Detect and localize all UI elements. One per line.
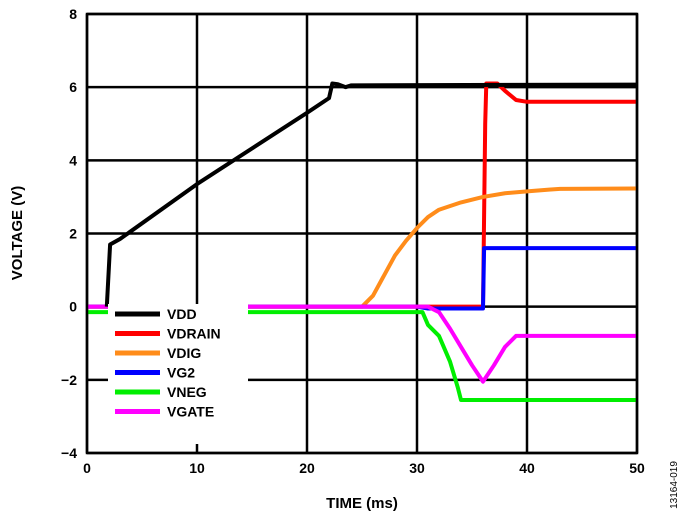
- x-tick-label: 40: [519, 460, 535, 476]
- series-line-vg2: [87, 246, 637, 311]
- series-line-vneg: [87, 310, 637, 402]
- plot-frame: [85, 12, 639, 455]
- y-tick-label: −4: [61, 445, 77, 461]
- legend-label-vdrain: VDRAIN: [167, 326, 221, 342]
- x-tick-label: 10: [189, 460, 205, 476]
- x-tick-label: 50: [629, 460, 645, 476]
- legend-label-vg2: VG2: [167, 365, 195, 381]
- legend-label-vdd: VDD: [167, 306, 197, 322]
- legend: VDD VDRAIN VDIG VG2 VNEG VGATE: [115, 306, 221, 420]
- series-line-vdig: [87, 186, 638, 309]
- legend-label-vdig: VDIG: [167, 345, 201, 361]
- series-line-vgate: [87, 304, 637, 384]
- y-tick-label: 2: [69, 226, 77, 242]
- x-tick-label: 20: [299, 460, 315, 476]
- watermark: 13164-019: [669, 461, 680, 509]
- legend-label-vneg: VNEG: [167, 384, 207, 400]
- legend-label-vgate: VGATE: [167, 404, 214, 420]
- series-line-vdrain: [87, 81, 637, 309]
- y-tick-label: 8: [69, 6, 77, 22]
- y-axis-label: VOLTAGE (V): [9, 186, 26, 280]
- y-tick-label: 6: [69, 79, 77, 95]
- y-tick-label: −2: [61, 372, 77, 388]
- y-tick-label: 0: [69, 299, 77, 315]
- tick-labels: 0 10 20 30 40 50 −4 −2 0 2 4 6 8: [61, 6, 645, 476]
- x-axis-label: TIME (ms): [326, 495, 398, 512]
- x-tick-label: 0: [83, 460, 91, 476]
- series-line-vdd: [104, 81, 638, 307]
- x-tick-label: 30: [409, 460, 425, 476]
- y-tick-label: 4: [69, 152, 77, 168]
- series-lines: [87, 81, 638, 402]
